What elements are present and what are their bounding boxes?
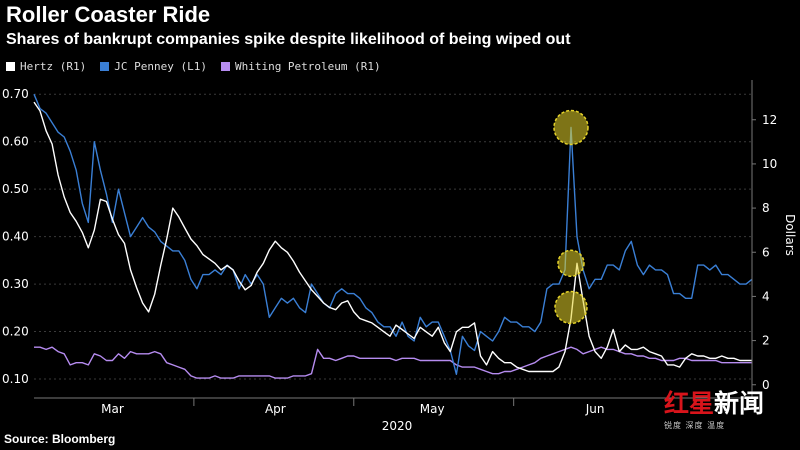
series-line-jc [33, 93, 753, 375]
left-tick-label: 0.60 [2, 135, 29, 149]
y-axis-label-right: Dollars [783, 214, 797, 256]
left-ticks: 0.10 0.20 0.30 0.40 0.50 0.60 0.70 [2, 87, 29, 386]
x-tick-label: Jun [585, 402, 605, 416]
grid [34, 93, 752, 380]
x-tick-label: May [420, 402, 445, 416]
right-tick-label: 0 [762, 378, 770, 392]
highlight-circle [557, 249, 585, 278]
legend-label-whiting: Whiting Petroleum (R1) [234, 59, 381, 73]
legend-item-hertz: Hertz (R1) [6, 58, 86, 74]
left-tick-label: 0.30 [2, 277, 29, 291]
chart-title: Roller Coaster Ride [6, 2, 211, 27]
source-note: Source: Bloomberg [4, 432, 116, 446]
x-tick-label: Apr [265, 402, 286, 416]
series-layer [33, 93, 753, 379]
right-ticks: 0 2 4 6 8 10 12 [752, 113, 777, 392]
legend-swatch-jcpenney [100, 61, 110, 71]
legend-item-whiting: Whiting Petroleum (R1) [220, 58, 381, 74]
left-tick-label: 0.10 [2, 372, 29, 386]
legend-swatch-hertz [6, 61, 15, 71]
axes [34, 80, 753, 399]
left-tick-label: 0.50 [2, 182, 29, 196]
watermark-subtext: 锐度 深度 温度 [664, 421, 726, 430]
highlight-layer [553, 109, 589, 325]
x-axis-label: 2020 [382, 419, 413, 433]
legend-label-hertz: Hertz (R1) [20, 59, 87, 73]
series-line-whiting [34, 346, 752, 379]
x-tick-label: Mar [101, 402, 124, 416]
highlight-circle [554, 290, 588, 325]
left-tick-label: 0.40 [2, 230, 29, 244]
legend-swatch-whiting [220, 61, 230, 71]
x-ticks: Mar Apr May Jun [101, 398, 605, 416]
legend-label-jcpenney: JC Penney (L1) [114, 59, 207, 73]
legend: Hertz (R1) JC Penney (L1) Whiting Petrol… [6, 58, 381, 74]
left-tick-label: 0.20 [2, 325, 29, 339]
right-tick-label: 2 [762, 334, 770, 348]
legend-item-jcpenney: JC Penney (L1) [100, 58, 207, 74]
watermark-logo-red: 红星 [664, 389, 715, 418]
series-line-hertz [33, 101, 752, 373]
right-tick-label: 10 [762, 157, 777, 171]
left-tick-label: 0.70 [2, 87, 29, 101]
right-tick-label: 12 [762, 113, 777, 127]
right-tick-label: 6 [762, 245, 770, 259]
watermark-logo-white: 新闻 [714, 389, 765, 418]
highlight-circle [553, 109, 589, 146]
watermark-logo-text: 红星新闻 [664, 384, 794, 420]
watermark-logo: 红星新闻 锐度 深度 温度 [664, 384, 794, 440]
right-tick-label: 4 [762, 289, 770, 303]
right-tick-label: 8 [762, 201, 770, 215]
chart-subtitle: Shares of bankrupt companies spike despi… [6, 31, 571, 48]
